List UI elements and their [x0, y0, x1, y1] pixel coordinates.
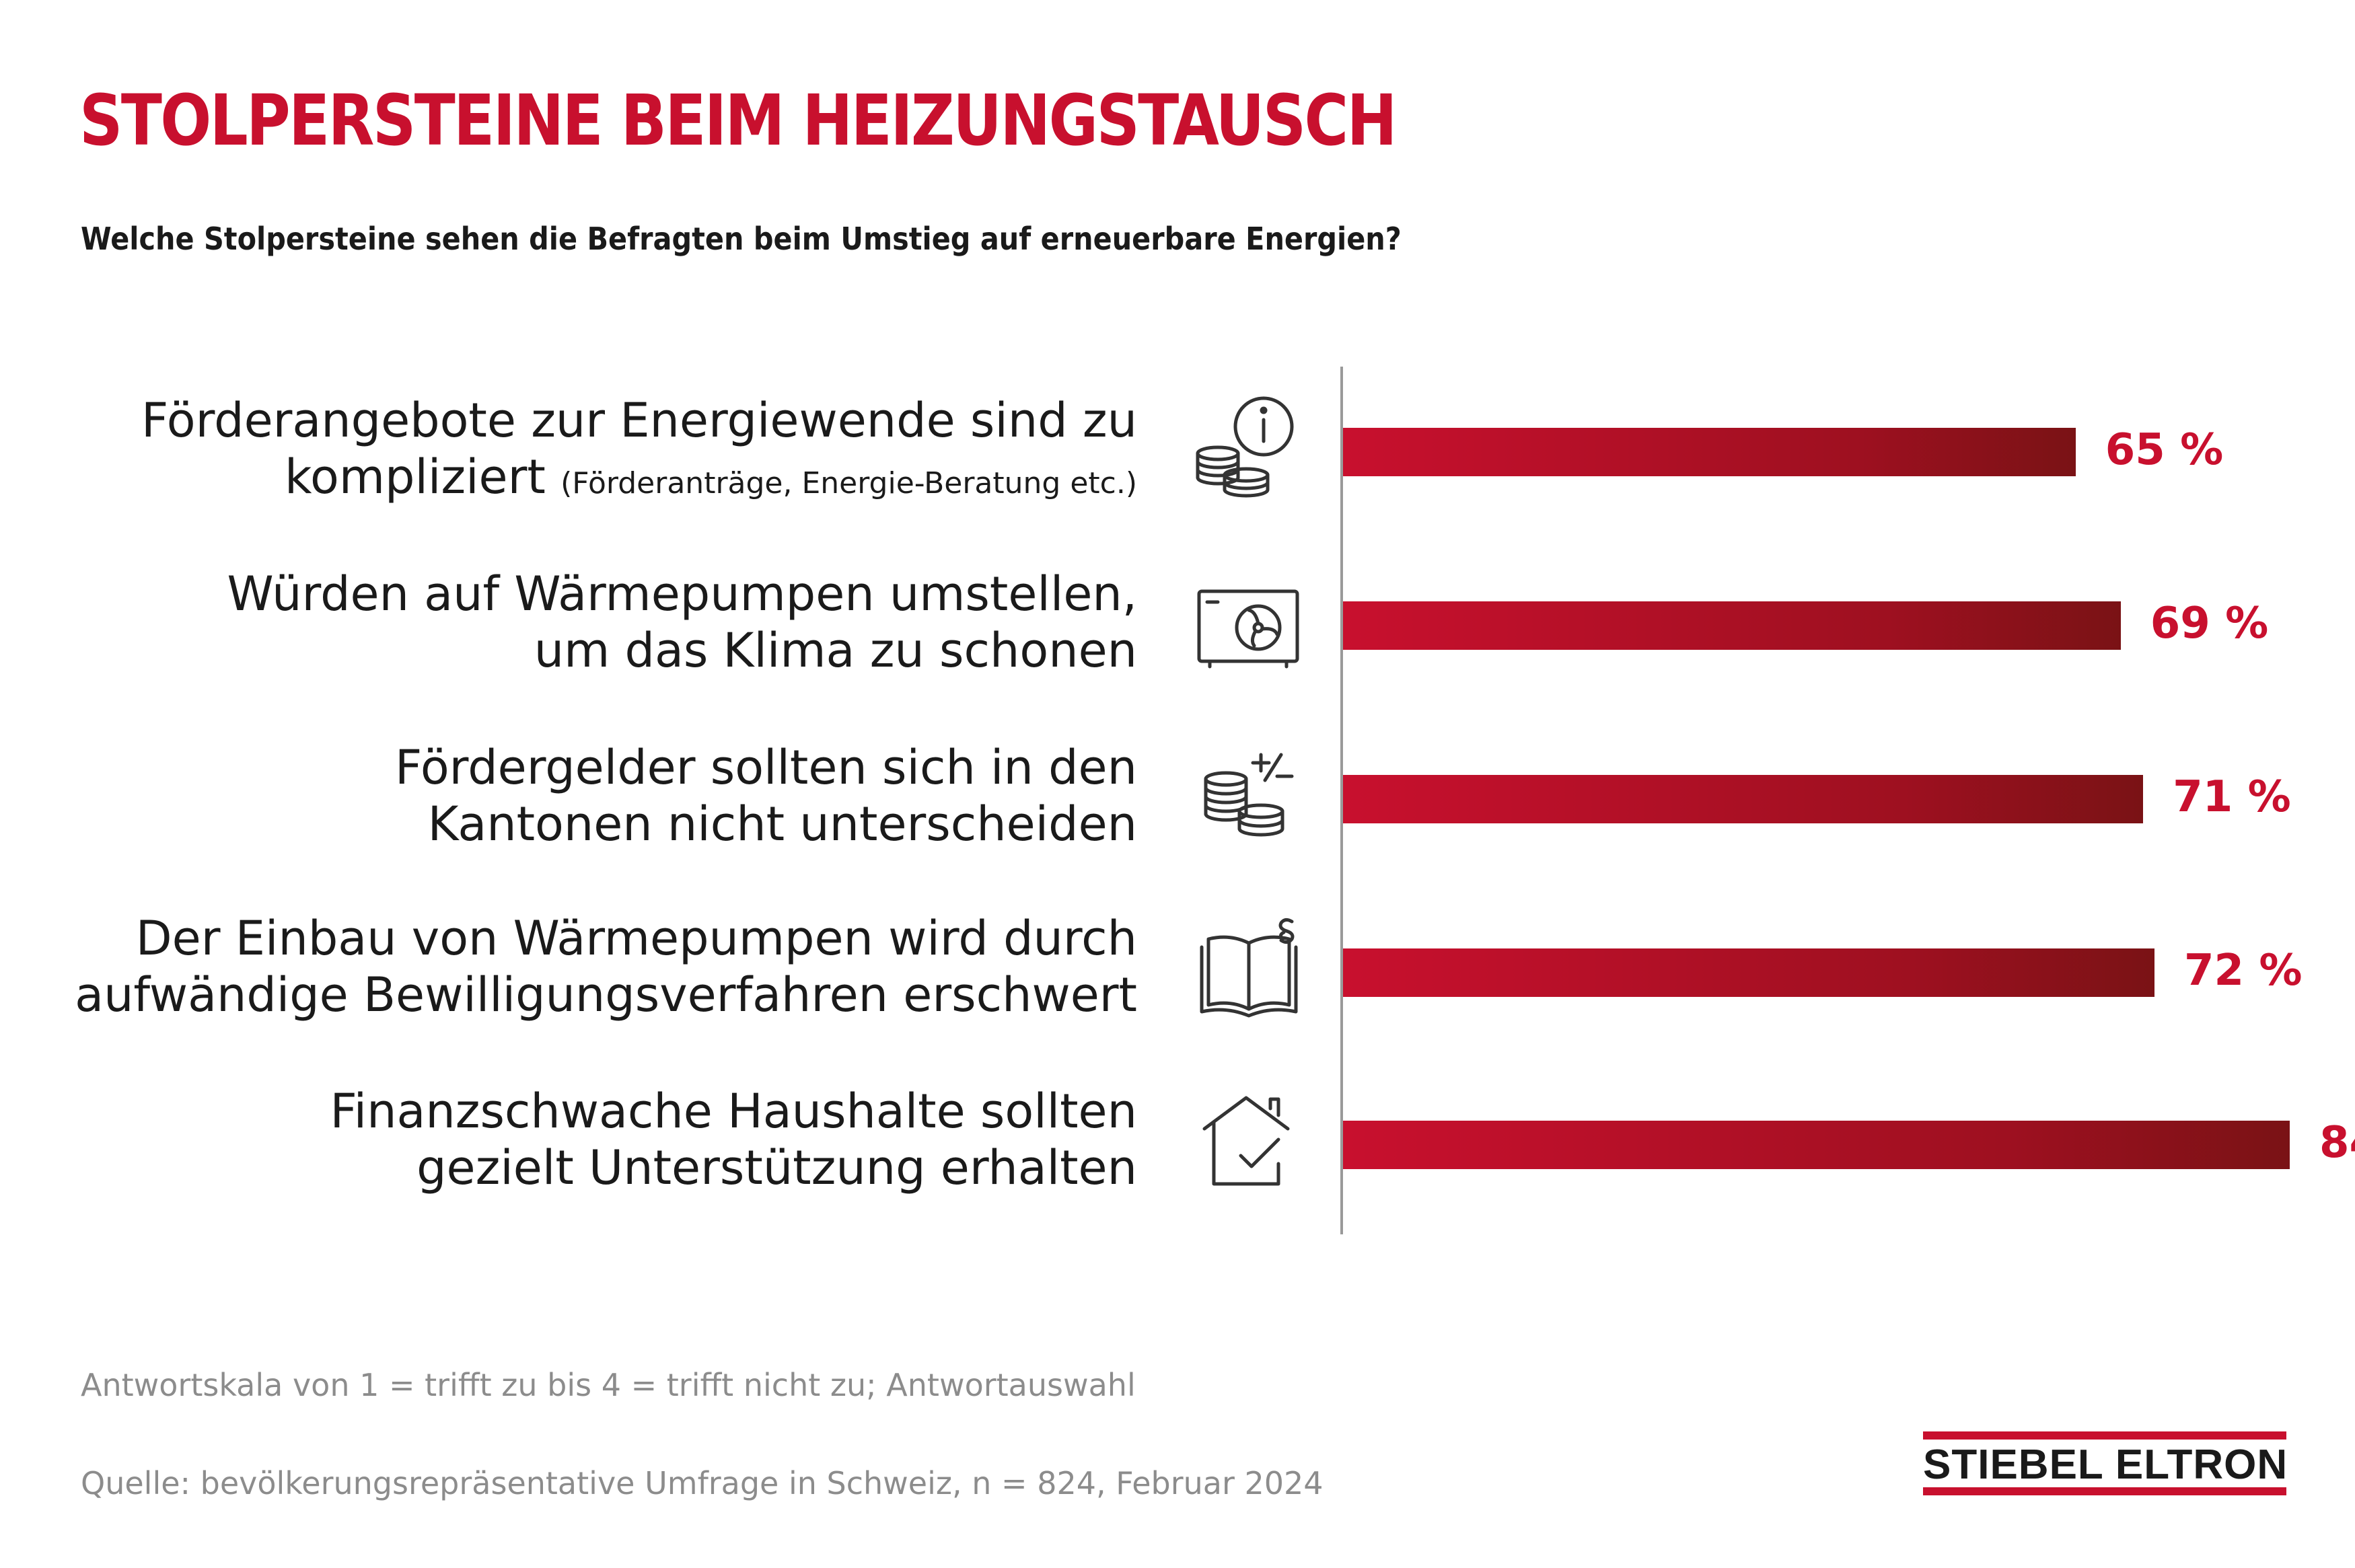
- bar-foerderangebote: [1343, 428, 2076, 476]
- category-label-line1: Förderangebote zur Energiewende sind zu: [141, 393, 1137, 448]
- value-label: 69 %: [2150, 599, 2269, 648]
- category-label-line2: um das Klima zu schonen: [534, 623, 1137, 678]
- logo-text: STIEBEL ELTRON: [1923, 1442, 2288, 1488]
- logo-top-bar: [1923, 1431, 2286, 1440]
- category-label-line2: aufwändige Bewilligungsverfahren erschwe…: [75, 967, 1137, 1022]
- heat-pump-icon: [1191, 568, 1312, 689]
- bar-waermepumpen-klima: [1343, 601, 2121, 650]
- house-check-icon: [1191, 1082, 1312, 1203]
- category-label: Fördergelder sollten sich in den Kantone…: [47, 739, 1137, 852]
- brand-logo: STIEBEL ELTRON: [1923, 1431, 2288, 1495]
- value-label: 84 %: [2319, 1118, 2355, 1168]
- source-note: Quelle: bevölkerungsrepräsentative Umfra…: [81, 1465, 1324, 1501]
- category-label-line2: Kantonen nicht unterscheiden: [427, 796, 1137, 852]
- value-axis-line: [1340, 367, 1343, 1234]
- coins-plus-minus-icon: [1191, 739, 1312, 860]
- category-label: Förderangebote zur Energiewende sind zu …: [47, 392, 1137, 512]
- logo-bottom-bar: [1923, 1487, 2286, 1495]
- category-label-line1: Der Einbau von Wärmepumpen wird durch: [135, 911, 1137, 966]
- bar-foerdergelder-kantone: [1343, 775, 2144, 823]
- coins-info-icon: [1191, 391, 1312, 513]
- category-label-line2: gezielt Unterstützung erhalten: [416, 1140, 1137, 1195]
- page-title: STOLPERSTEINE BEIM HEIZUNGSTAUSCH: [79, 79, 1397, 161]
- category-label-line1: Fördergelder sollten sich in den: [395, 740, 1137, 795]
- chart-subtitle: Welche Stolpersteine sehen die Befragten…: [81, 221, 1402, 257]
- category-label-note: (Förderanträge, Energie-Beratung etc.): [560, 466, 1137, 500]
- category-label-line1: Würden auf Wärmepumpen umstellen,: [227, 566, 1137, 622]
- bar-bewilligungsverfahren: [1343, 948, 2154, 997]
- bar-finanzschwache-haushalte: [1343, 1121, 2290, 1169]
- value-label: 71 %: [2173, 772, 2291, 822]
- law-book-icon: [1191, 909, 1312, 1031]
- value-label: 65 %: [2105, 425, 2224, 475]
- category-label: Würden auf Wärmepumpen umstellen, um das…: [47, 566, 1137, 679]
- category-label-line1: Finanzschwache Haushalte sollten: [330, 1084, 1137, 1139]
- category-label-line2: kompliziert: [284, 449, 546, 505]
- category-label: Der Einbau von Wärmepumpen wird durch au…: [47, 910, 1137, 1023]
- value-label: 72 %: [2184, 946, 2303, 996]
- scale-note: Antwortskala von 1 = trifft zu bis 4 = t…: [81, 1367, 1136, 1403]
- category-label: Finanzschwache Haushalte sollten gezielt…: [47, 1083, 1137, 1196]
